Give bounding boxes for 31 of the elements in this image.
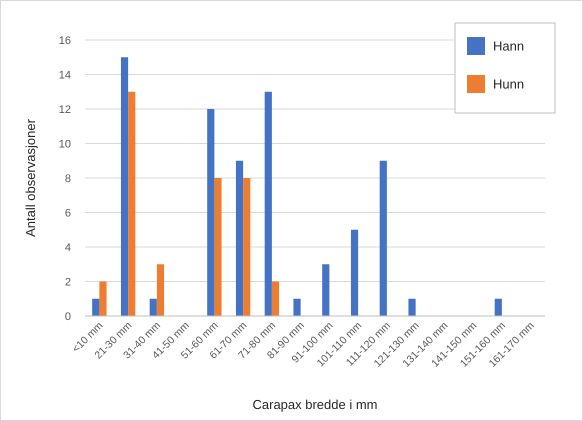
bar <box>156 264 164 316</box>
y-tick-label: 8 <box>64 172 71 185</box>
y-axis-title: Antall observasjoner <box>23 118 38 237</box>
legend-label: Hunn <box>493 76 524 92</box>
bar <box>92 298 100 316</box>
y-tick-label: 0 <box>64 310 71 323</box>
bar <box>120 57 128 316</box>
y-tick-label: 6 <box>64 207 71 220</box>
bar <box>99 282 107 316</box>
bar <box>293 298 301 316</box>
x-axis-title: Carapax bredde i mm <box>252 397 378 412</box>
y-tick-label: 2 <box>64 276 71 288</box>
y-tick-label: 16 <box>58 34 71 47</box>
bar <box>380 160 387 316</box>
bar <box>243 178 250 316</box>
bar <box>494 298 502 316</box>
bar <box>207 109 214 316</box>
bar <box>322 264 330 316</box>
bar <box>236 160 244 316</box>
y-tick-label: 4 <box>64 242 71 254</box>
bar <box>350 230 358 316</box>
bar <box>214 178 222 316</box>
bar <box>264 92 272 316</box>
legend-label: Hann <box>493 38 524 54</box>
bar <box>408 298 416 316</box>
y-tick-label: 10 <box>58 138 71 150</box>
bar <box>150 298 157 316</box>
y-tick-label: 14 <box>58 69 71 82</box>
bar <box>272 282 280 316</box>
bar <box>128 92 136 316</box>
y-tick-label: 12 <box>58 104 71 116</box>
